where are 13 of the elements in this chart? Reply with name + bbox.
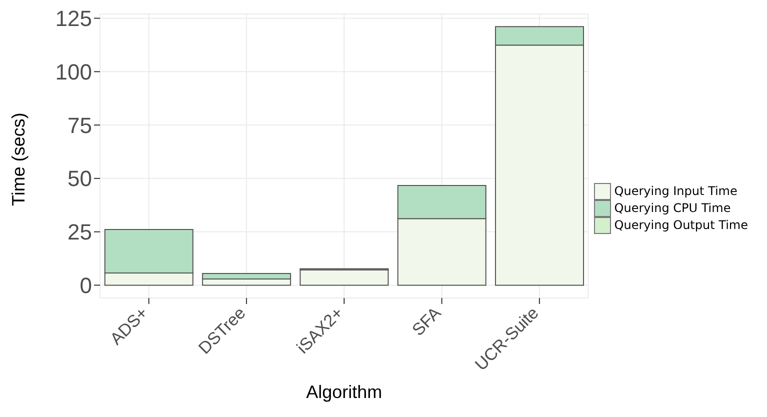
y-tick-label: 25 [68, 220, 92, 245]
y-axis-title: Time (secs) [8, 112, 28, 206]
legend-label: Querying CPU Time [614, 201, 731, 215]
legend-label: Querying Output Time [614, 218, 748, 232]
x-tick-label: SFA [408, 302, 446, 340]
x-axis-title: Algorithm [306, 382, 382, 402]
y-tick-label: 125 [55, 6, 92, 32]
y-tick-label: 75 [68, 112, 92, 138]
legend-label: Querying Input Time [614, 184, 738, 198]
y-tick-label: 100 [55, 59, 92, 84]
y-tick-label: 0 [80, 273, 92, 298]
bar [300, 269, 389, 286]
y-tick-label: 50 [68, 166, 92, 192]
